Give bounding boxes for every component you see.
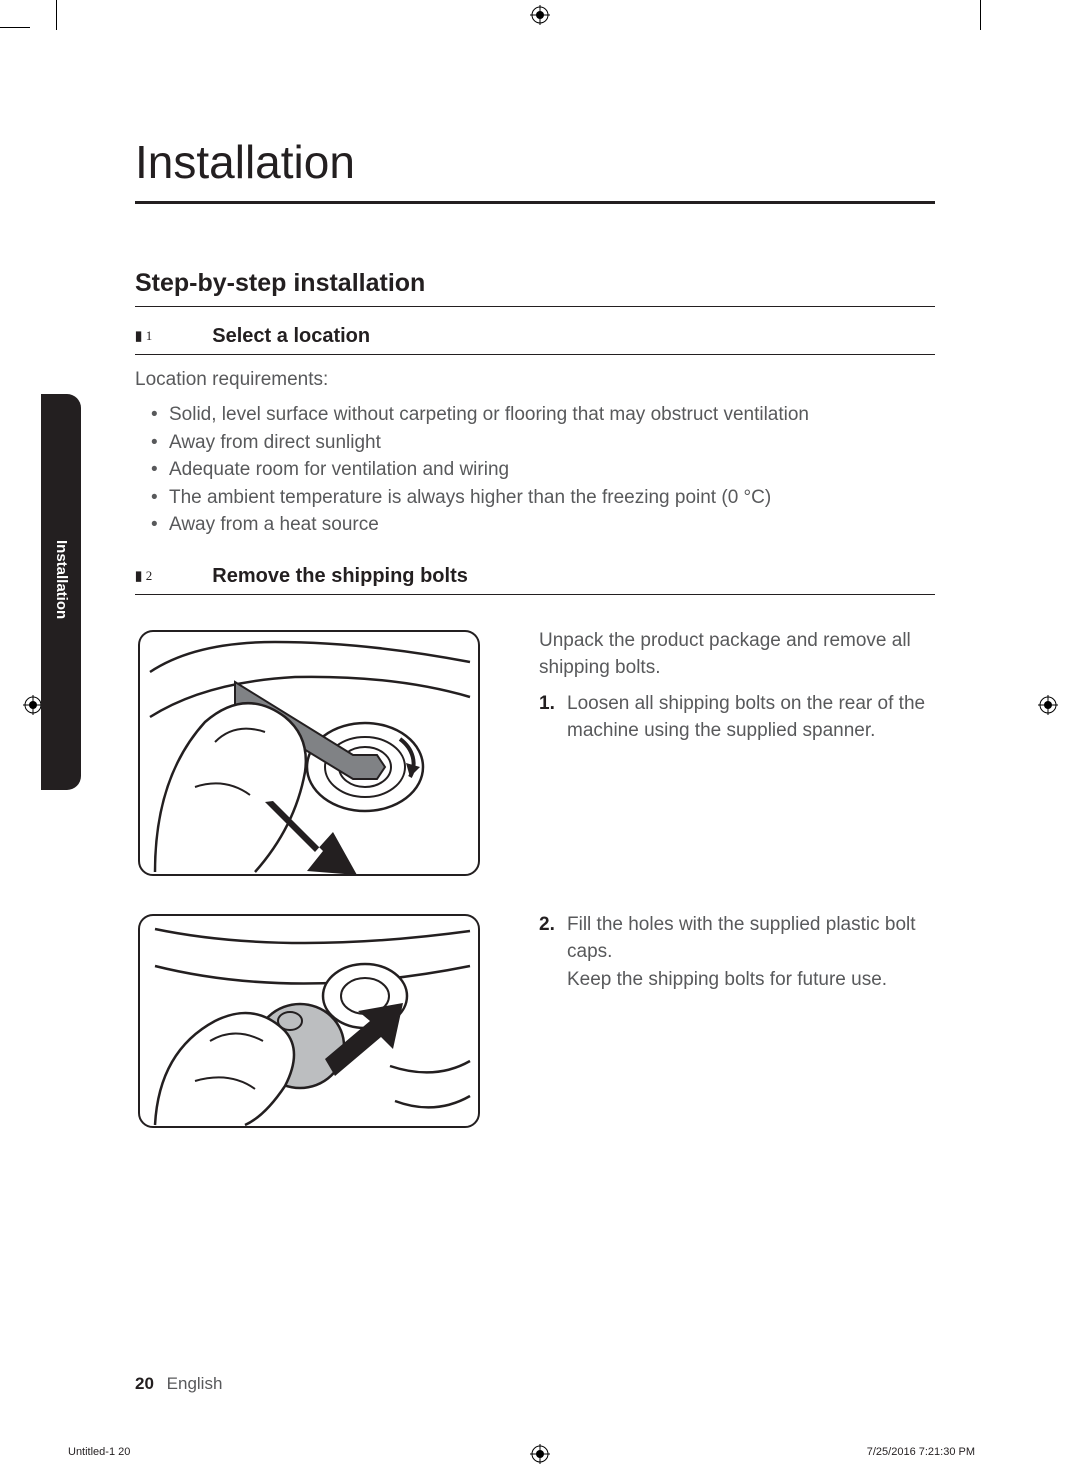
step-1-heading: ▮ 1 Select a location	[135, 325, 935, 348]
step-2-text-1: Unpack the product package and remove al…	[539, 627, 935, 879]
section-rule	[135, 306, 935, 307]
registration-mark-icon	[530, 5, 550, 25]
title-rule	[135, 201, 935, 204]
list-item: Away from direct sunlight	[135, 429, 935, 457]
list-item: Away from a heat source	[135, 511, 935, 539]
step-2-heading: ▮ 2 Remove the shipping bolts	[135, 565, 935, 588]
registration-mark-icon	[23, 695, 43, 715]
item-text: Loosen all shipping bolts on the rear of…	[567, 690, 935, 745]
section-heading: Step-by-step installation	[135, 269, 935, 298]
location-requirements-list: Solid, level surface without carpeting o…	[135, 401, 935, 539]
item-number: 2.	[539, 911, 567, 994]
list-item: Solid, level surface without carpeting o…	[135, 401, 935, 429]
footer-language: English	[167, 1374, 223, 1393]
crop-mark	[980, 0, 981, 30]
step-2-title: Remove the shipping bolts	[212, 565, 468, 587]
step-2-lead: Unpack the product package and remove al…	[539, 627, 935, 682]
item-text: Fill the holes with the supplied plastic…	[567, 911, 935, 994]
step-marker: ▮ 2	[135, 568, 152, 583]
page-footer: 20 English	[135, 1374, 222, 1394]
print-meta-right: 7/25/2016 7:21:30 PM	[867, 1446, 975, 1458]
step-2-body-1: Unpack the product package and remove al…	[135, 627, 935, 879]
registration-mark-icon	[1038, 695, 1058, 715]
page-title: Installation	[135, 135, 935, 189]
item-number: 1.	[539, 690, 567, 745]
registration-mark-icon	[530, 1444, 550, 1464]
step-2-body-2: 2. Fill the holes with the supplied plas…	[135, 911, 935, 1131]
side-tab: Installation	[41, 394, 81, 790]
step-rule	[135, 354, 935, 355]
page-content: Installation Step-by-step installation ▮…	[135, 135, 935, 1153]
crop-mark	[0, 27, 30, 28]
step-2-text-2: 2. Fill the holes with the supplied plas…	[539, 911, 935, 1131]
print-meta-left: Untitled-1 20	[68, 1446, 130, 1458]
list-item: Adequate room for ventilation and wiring	[135, 456, 935, 484]
illustration-bolt-cap	[135, 911, 483, 1131]
step-1-intro: Location requirements:	[135, 369, 935, 391]
step-rule	[135, 594, 935, 595]
numbered-item: 1. Loosen all shipping bolts on the rear…	[539, 690, 935, 745]
numbered-item: 2. Fill the holes with the supplied plas…	[539, 911, 935, 994]
step-1-title: Select a location	[212, 325, 370, 347]
illustration-spanner	[135, 627, 483, 879]
step-marker: ▮ 1	[135, 328, 152, 343]
crop-mark	[56, 0, 57, 30]
side-tab-label: Installation	[53, 540, 70, 619]
page-number: 20	[135, 1374, 154, 1393]
list-item: The ambient temperature is always higher…	[135, 484, 935, 512]
